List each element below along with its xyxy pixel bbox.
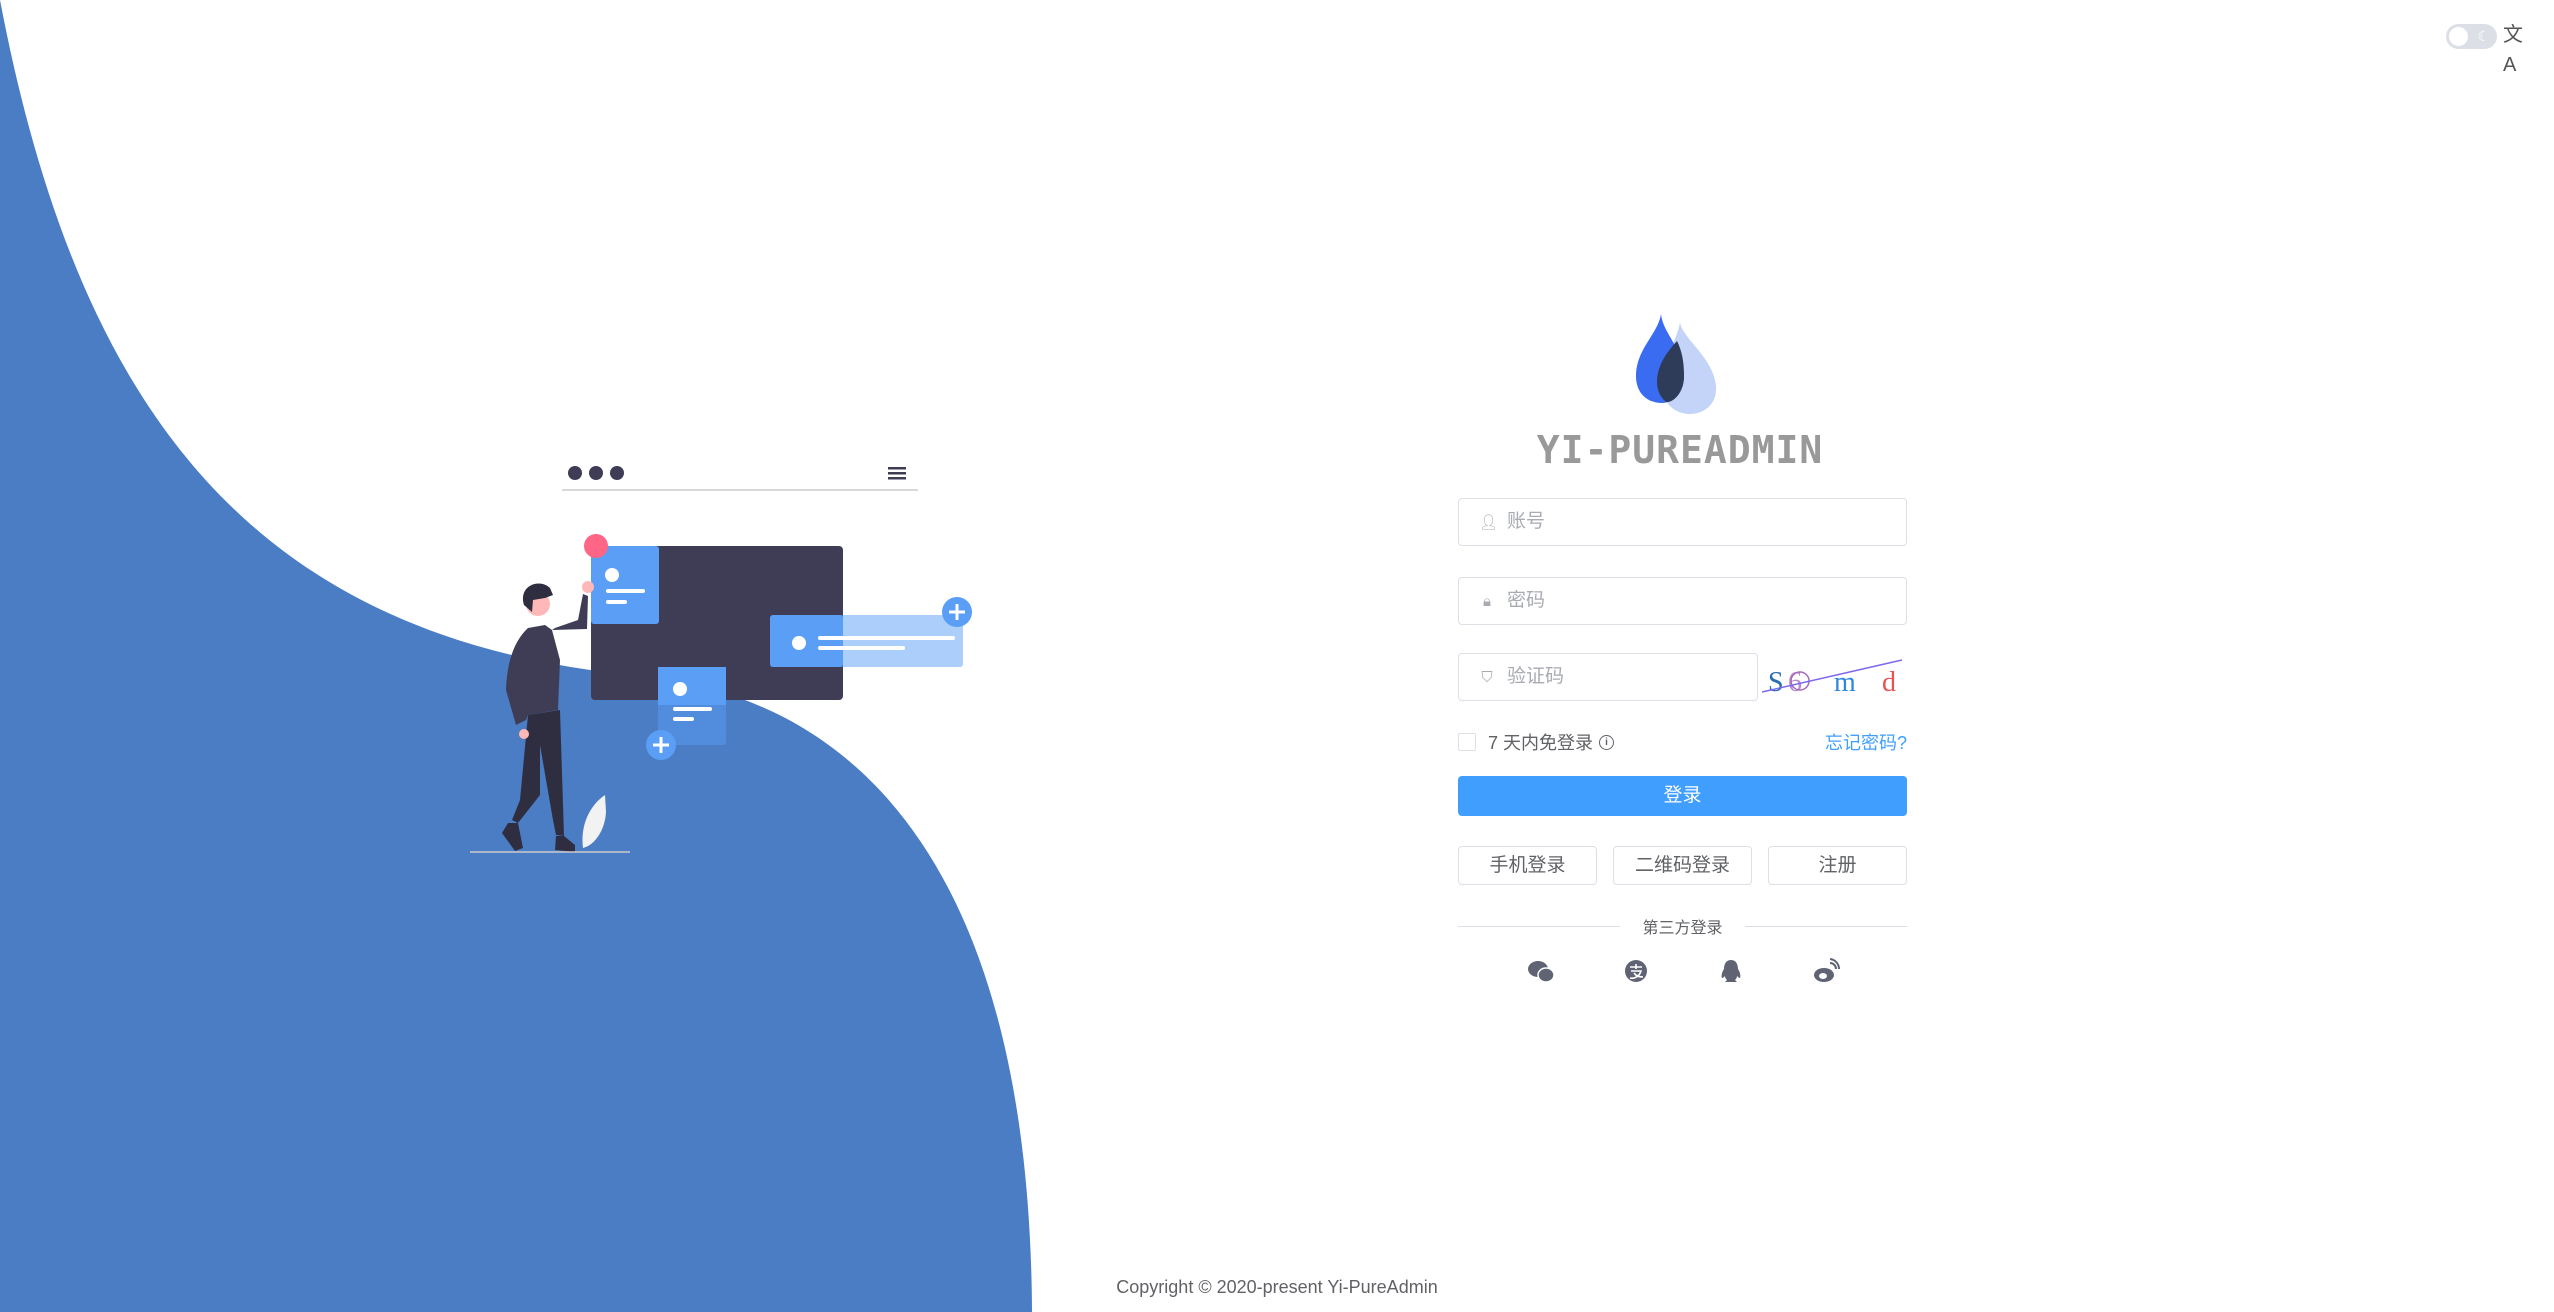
captcha-input[interactable] bbox=[1505, 665, 1757, 689]
third-party-label: 第三方登录 bbox=[1620, 914, 1745, 938]
captcha-image[interactable]: S 6 m d bbox=[1761, 653, 1907, 701]
phone-login-button[interactable]: 手机登录 bbox=[1458, 846, 1597, 885]
captcha-char: S bbox=[1768, 667, 1784, 698]
weibo-icon[interactable] bbox=[1812, 958, 1840, 984]
qq-icon[interactable] bbox=[1717, 958, 1745, 984]
wechat-icon[interactable] bbox=[1527, 958, 1555, 984]
remember-me[interactable]: 7 天内免登录 i bbox=[1458, 731, 1615, 753]
user-icon: 👤︎ bbox=[1479, 514, 1499, 531]
background-wave bbox=[0, 0, 1032, 1312]
toggle-knob bbox=[2449, 27, 2468, 46]
remember-checkbox[interactable] bbox=[1458, 733, 1476, 751]
copyright: Copyright © 2020-present Yi-PureAdmin bbox=[1116, 1277, 1438, 1297]
info-icon[interactable]: i bbox=[1599, 734, 1615, 750]
login-button[interactable]: 登录 bbox=[1458, 776, 1907, 816]
remember-label: 7 天内免登录 bbox=[1488, 733, 1594, 753]
password-input[interactable] bbox=[1505, 589, 1906, 613]
password-field[interactable]: 🔒︎ bbox=[1458, 577, 1907, 625]
shield-icon: ⛉ bbox=[1481, 668, 1493, 686]
username-input[interactable] bbox=[1505, 510, 1906, 534]
moon-icon: ☾ bbox=[2477, 28, 2490, 44]
app-title: YI-PUREADMIN bbox=[1536, 428, 1824, 472]
translate-icon[interactable]: 文A bbox=[2503, 24, 2523, 76]
forgot-password-link[interactable]: 忘记密码? bbox=[1824, 733, 1907, 753]
login-illustration bbox=[470, 466, 972, 853]
qrcode-login-button[interactable]: 二维码登录 bbox=[1613, 846, 1752, 885]
captcha-char: d bbox=[1882, 667, 1896, 698]
lock-icon: 🔒︎ bbox=[1483, 592, 1491, 610]
username-field[interactable]: 👤︎ bbox=[1458, 498, 1907, 546]
register-button[interactable]: 注册 bbox=[1768, 846, 1907, 885]
dark-mode-toggle[interactable]: ☾ bbox=[2446, 24, 2497, 49]
captcha-field[interactable]: ⛉ bbox=[1458, 653, 1758, 701]
water-drop-logo bbox=[1636, 314, 1716, 414]
alipay-icon[interactable] bbox=[1622, 958, 1650, 984]
